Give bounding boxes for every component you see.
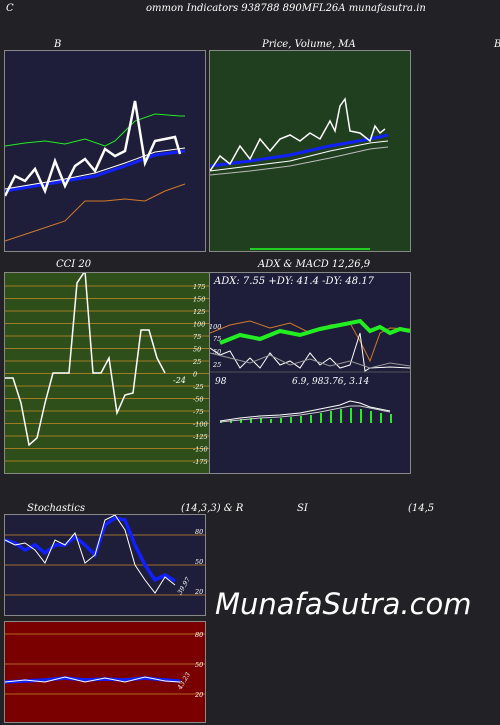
rsi-header-title: SI: [297, 503, 308, 514]
bb-upper-band: [5, 113, 185, 147]
cci-tick-125: 125: [193, 308, 205, 316]
stoch-k-line: [5, 515, 176, 594]
macd-hist-bar-13: [340, 409, 342, 423]
cci-tick-50: 50: [193, 346, 201, 354]
adx-tick-100: 100: [210, 323, 221, 331]
cci-tick--50: -50: [193, 396, 203, 404]
rsi-white-line: [5, 676, 181, 683]
rsi-tick-20: 20: [194, 691, 203, 699]
adx-minus-dy-gray-line: [210, 352, 410, 369]
adx-ticks: 100 75 50 25: [210, 323, 221, 369]
macd-left-label: 98: [215, 377, 227, 387]
rsi-panel: 80 50 20 43.23: [4, 621, 206, 723]
cci-tick--175: -175: [193, 458, 208, 466]
stoch-tick-80: 80: [195, 528, 203, 536]
header-right-marker: B: [494, 39, 500, 50]
stoch-tick-20: 20: [194, 588, 203, 596]
stoch-title: Stochastics: [27, 503, 85, 514]
stoch-params: (14,3,3) & R: [181, 503, 244, 514]
stoch-panel: 80 50 20 39.97: [4, 514, 206, 616]
cci-tick-175: 175: [193, 283, 205, 291]
price-title: Price, Volume, MA: [262, 39, 356, 50]
macd-hist-bar-10: [310, 415, 312, 423]
macd-signal-line: [219, 405, 391, 423]
cci-tick-100: 100: [193, 321, 205, 329]
adx-readout: ADX: 7.55 +DY: 41.4 -DY: 48.17: [214, 276, 375, 287]
rsi-header-params: (14,5: [408, 503, 435, 514]
macd-hist-bar-8: [290, 417, 292, 423]
price-plot: [210, 97, 389, 250]
bb-middle-band-white: [5, 147, 186, 190]
bb-title: B: [54, 39, 62, 50]
macd-hist-bar-5: [260, 418, 262, 423]
rsi-tick-80: 80: [195, 631, 203, 639]
macd-hist-bar-9: [300, 416, 302, 423]
adx-tick-50: 50: [213, 348, 221, 356]
price-panel: [209, 50, 411, 252]
price-ma-gray: [210, 146, 389, 176]
stoch-d-line: [5, 516, 176, 583]
adx-tick-75: 75: [213, 335, 221, 343]
cci-tick-75: 75: [193, 333, 201, 341]
adx-tick-25: 25: [212, 361, 221, 369]
price-ma-blue: [210, 133, 389, 168]
macd-hist-bar-18: [390, 414, 392, 423]
adx-line: [219, 318, 410, 345]
cci-tick-0: 0: [193, 371, 197, 379]
adx-plot: 100 75 50 25 98 6.9, 983.76, 3.14: [210, 318, 410, 423]
macd-histogram: [220, 408, 392, 423]
brand-watermark: MunafaSutra.com: [215, 587, 472, 621]
macd-hist-bar-6: [270, 419, 272, 423]
stoch-plot: 80 50 20 39.97: [5, 515, 205, 596]
cci-tick-150: 150: [193, 296, 205, 304]
header-left-marker: C: [6, 3, 14, 14]
macd-hist-bar-17: [380, 413, 382, 423]
macd-hist-bar-11: [320, 413, 322, 423]
macd-hist-bar-4: [250, 418, 252, 423]
stoch-current-value: 39.97: [176, 575, 193, 596]
price-line: [210, 97, 386, 172]
bb-plot: [5, 100, 186, 242]
cci-grid: [5, 285, 209, 462]
macd-hist-bar-12: [330, 411, 332, 423]
price-ma-white: [210, 140, 389, 172]
cci-title: CCI 20: [56, 259, 92, 270]
cci-plot: 175 150 125 100 75 50 25 0 -25 -50 -75 -…: [5, 273, 209, 466]
cci-tick--125: -125: [193, 433, 208, 441]
macd-hist-bar-3: [240, 419, 242, 423]
cci-line: [5, 273, 166, 447]
rsi-plot: 80 50 20 43.23: [5, 631, 205, 699]
cci-tick-25: 25: [192, 358, 201, 366]
adx-macd-title: ADX & MACD 12,26,9: [258, 259, 371, 270]
cci-tick--150: -150: [193, 446, 208, 454]
stoch-tick-50: 50: [195, 558, 203, 566]
macd-line: [219, 400, 391, 422]
bb-middle-band: [5, 149, 186, 193]
cci-ticks: 175 150 125 100 75 50 25 0 -25 -50 -75 -…: [192, 283, 208, 466]
bb-panel: [4, 50, 206, 252]
cci-tick--75: -75: [193, 408, 203, 416]
macd-hist-bar-15: [360, 409, 362, 423]
macd-hist-bar-2: [230, 420, 232, 423]
bb-price-line: [5, 100, 182, 197]
cci-current-value: -24: [173, 376, 186, 385]
macd-hist-bar-16: [370, 411, 372, 423]
cci-tick--25: -25: [193, 383, 203, 391]
page-title: ommon Indicators 938788 890MFL26A munafa…: [146, 3, 426, 14]
adx-macd-panel: ADX: 7.55 +DY: 41.4 -DY: 48.17 100 75 50…: [209, 272, 411, 474]
macd-hist-bar-7: [280, 418, 282, 423]
macd-hist-bar-14: [350, 408, 352, 423]
cci-panel: 175 150 125 100 75 50 25 0 -25 -50 -75 -…: [4, 272, 210, 474]
bb-lower-band: [5, 183, 186, 242]
macd-readout: 6.9, 983.76, 3.14: [292, 377, 370, 387]
rsi-tick-50: 50: [195, 661, 203, 669]
cci-tick--100: -100: [193, 421, 208, 429]
